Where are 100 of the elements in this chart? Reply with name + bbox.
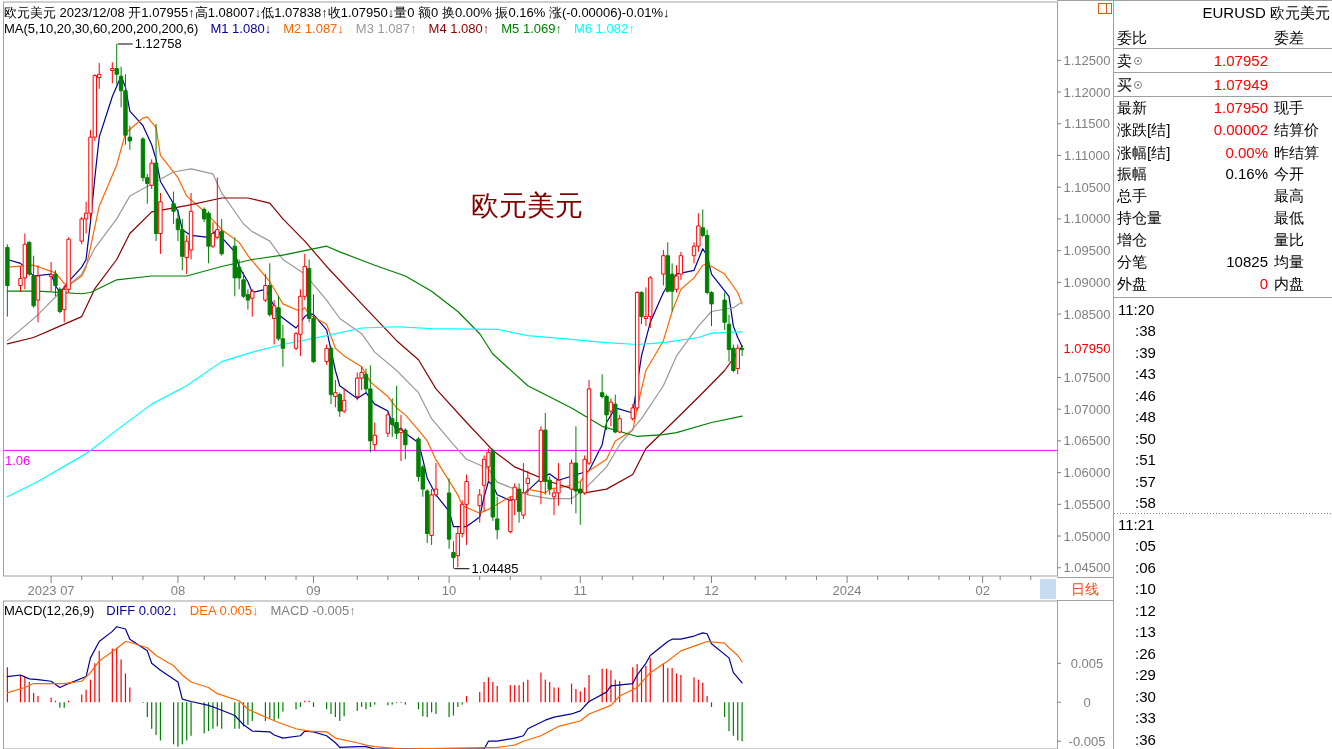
y-tick-label: 1.12000 — [1063, 84, 1111, 100]
text: :48 — [1135, 408, 1156, 425]
text: :51 — [1135, 451, 1156, 468]
candlestick — [446, 477, 452, 550]
candlestick — [739, 344, 745, 357]
text: M5 1.069↑ — [501, 20, 562, 36]
candlestick — [35, 264, 41, 323]
text: 11:21 — [1118, 515, 1155, 533]
text: :30 — [1135, 687, 1156, 705]
y-tick-label: 1.09500 — [1063, 243, 1111, 259]
y-tick-label: 1.11000 — [1063, 147, 1111, 163]
y-tick-label: 0.005 — [1070, 655, 1104, 671]
text: 结算价 — [1274, 120, 1319, 138]
text: 委比 — [1117, 28, 1147, 46]
text: :26 — [1135, 644, 1156, 662]
candlestick — [608, 397, 614, 427]
annotation: 1.04485 — [471, 561, 519, 577]
text: :43 — [1135, 365, 1156, 382]
text: 11:20 — [1118, 300, 1155, 318]
text: 涨跌[结] — [1117, 120, 1171, 138]
candlestick — [206, 210, 211, 264]
y-tick-label: 0 — [1083, 694, 1091, 710]
y-tick-label: 1.11500 — [1063, 116, 1111, 132]
text: 昨结算 — [1274, 143, 1319, 161]
text: :50 — [1135, 429, 1156, 447]
text: :36 — [1135, 730, 1156, 748]
candlestick — [368, 364, 373, 453]
text: 现手 — [1274, 98, 1304, 116]
text: 0.16% — [1225, 164, 1268, 182]
text: 卖 — [1117, 51, 1132, 69]
text: 最高 — [1274, 186, 1304, 204]
candlestick — [355, 371, 360, 401]
text: M1 1.080↓ — [210, 20, 272, 36]
candlestick — [48, 261, 54, 292]
candlestick — [398, 414, 404, 462]
text: :13 — [1135, 623, 1156, 640]
text: 1.07949 — [1213, 75, 1268, 93]
candlestick — [267, 262, 272, 318]
candlestick — [337, 392, 342, 418]
text: 内盘 — [1274, 274, 1304, 292]
candlestick — [661, 249, 666, 287]
candlestick — [57, 286, 63, 314]
candlestick — [569, 458, 574, 505]
text: 外盘 — [1117, 274, 1147, 292]
x-tick-label: 09 — [306, 582, 321, 598]
text: 1.07950 — [1213, 98, 1268, 116]
candlestick — [158, 192, 163, 255]
candlestick — [271, 299, 277, 345]
annotation: 欧元美元 — [471, 189, 583, 221]
text: :10 — [1135, 580, 1156, 597]
candlestick — [263, 273, 268, 303]
text: 总手 — [1116, 186, 1147, 204]
y-tick-label: 1.10500 — [1063, 179, 1111, 195]
text: :33 — [1135, 709, 1156, 726]
candlestick — [543, 412, 548, 496]
text: :46 — [1135, 386, 1156, 404]
x-tick-label: 10 — [441, 582, 457, 598]
text: :29 — [1135, 666, 1156, 683]
text: :12 — [1135, 601, 1156, 619]
text: 增仓 — [1116, 230, 1147, 248]
candlestick — [403, 427, 408, 460]
text: 振幅 — [1117, 164, 1147, 182]
text: :57 — [1135, 472, 1156, 490]
x-tick-label: 2024 — [832, 582, 862, 598]
candlestick — [735, 344, 740, 375]
text: 涨幅[结] — [1117, 143, 1171, 161]
text: M6 1.082↑ — [573, 20, 635, 36]
text: 1.07952 — [1213, 51, 1268, 69]
y-tick-label: 1.10000 — [1063, 211, 1111, 227]
text: 10825 — [1226, 252, 1268, 270]
y-tick-label: 1.07500 — [1063, 369, 1111, 385]
x-tick-label: 11 — [573, 582, 588, 598]
text: 持仓量 — [1117, 208, 1162, 226]
candlestick — [153, 123, 159, 242]
y-tick-label: 1.04500 — [1063, 560, 1111, 576]
candlestick — [250, 288, 255, 318]
text: M3 1.087↑ — [355, 20, 417, 36]
text: 量比 — [1274, 230, 1304, 248]
text: DEA 0.005↓ — [189, 602, 259, 618]
x-tick-label: 02 — [975, 582, 990, 598]
text: :05 — [1135, 537, 1156, 554]
y-tick-label: 1.08500 — [1063, 306, 1111, 322]
candlestick — [324, 344, 329, 366]
candlestick — [333, 379, 338, 408]
candlestick — [110, 61, 115, 84]
candlestick — [495, 496, 500, 540]
text: 日线 — [1071, 581, 1099, 597]
legend-title: MA(5,10,20,30,60,200,200,200,6) — [4, 20, 199, 36]
candlestick — [22, 233, 28, 290]
candlestick — [385, 410, 391, 438]
candlestick — [451, 540, 456, 570]
text: 今开 — [1274, 164, 1304, 182]
y-tick-label: 1.05000 — [1063, 528, 1111, 544]
candlestick — [538, 425, 544, 505]
ref-line-label: 1.06 — [5, 452, 31, 468]
candlestick — [328, 345, 334, 405]
text: :58 — [1135, 494, 1156, 511]
y-tick-label: 1.06500 — [1063, 433, 1111, 449]
text: 0.00% — [1225, 143, 1268, 161]
candlestick — [341, 387, 347, 414]
